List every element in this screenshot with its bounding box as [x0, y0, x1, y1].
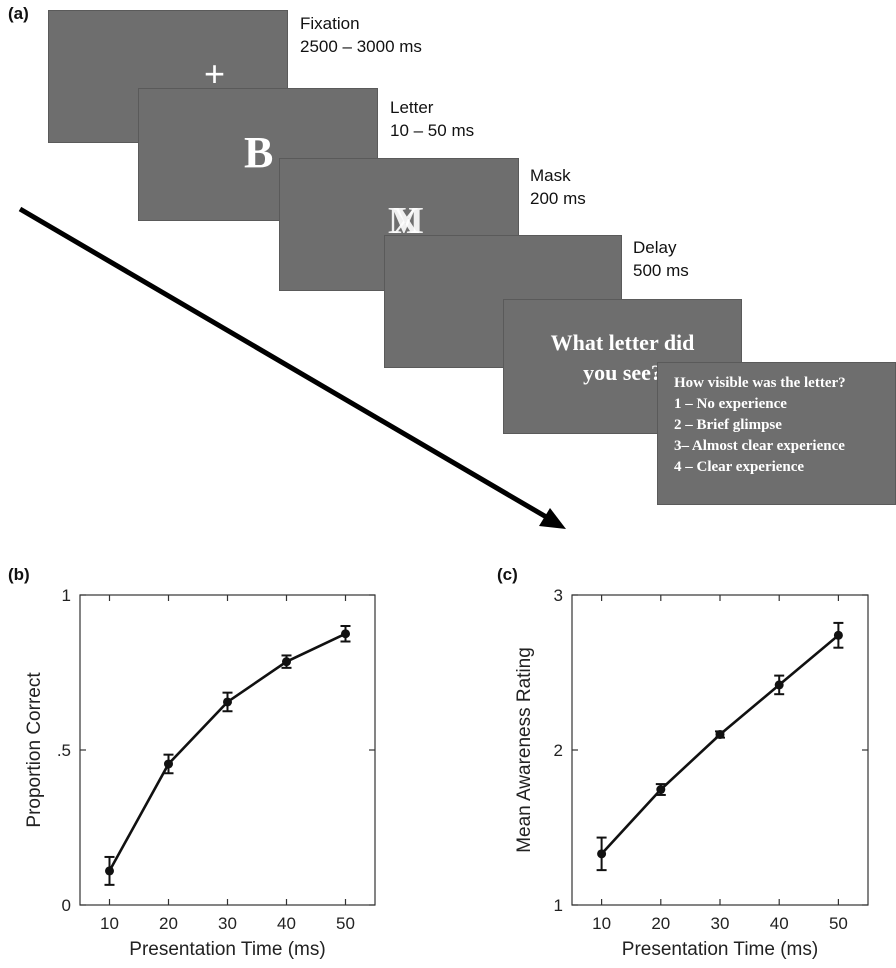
- y-tick-label: 0: [62, 896, 71, 915]
- y-tick-label: 2: [554, 741, 563, 760]
- data-point: [715, 730, 725, 739]
- series-line: [108, 632, 347, 872]
- y-tick-label: 1: [62, 586, 71, 605]
- delay-label: Delay 500 ms: [633, 236, 689, 282]
- data-point: [656, 785, 666, 795]
- chart-awareness-rating: 1 2 3 10 20 30 40 50 Presentation Time (ms) Mean …: [514, 586, 869, 960]
- y-axis-label: Mean Awareness Rating: [514, 647, 535, 853]
- rating-option-4: 4 – Clear experience: [674, 459, 805, 475]
- mask-duration: 200 ms: [530, 189, 586, 208]
- letter-name: Letter: [390, 98, 434, 117]
- x-tick-label: 20: [651, 914, 670, 933]
- delay-duration: 500 ms: [633, 261, 689, 280]
- fixation-cross: +: [204, 53, 226, 94]
- data-point: [223, 697, 232, 707]
- rating-option-2: 2 – Brief glimpse: [674, 417, 782, 433]
- data-point: [282, 657, 291, 667]
- rating-option-3: 3– Almost clear experience: [674, 438, 845, 454]
- question-text: What letter did you see?: [504, 328, 741, 388]
- x-axis-label: Presentation Time (ms): [129, 939, 325, 960]
- y-tick-label: 1: [554, 896, 563, 915]
- mask-name: Mask: [530, 166, 571, 185]
- fixation-label: Fixation 2500 – 3000 ms: [300, 12, 422, 58]
- delay-name: Delay: [633, 238, 677, 257]
- data-point: [597, 849, 607, 859]
- series-line: [600, 634, 840, 855]
- data-point: [833, 630, 843, 640]
- letter-duration: 10 – 50 ms: [390, 121, 475, 140]
- question-line-2: you see?: [583, 360, 662, 385]
- data-point: [105, 866, 114, 876]
- x-tick-label: 30: [218, 914, 237, 933]
- fixation-duration: 2500 – 3000 ms: [300, 37, 422, 56]
- panel-label-a: (a): [8, 4, 29, 23]
- y-tick-label: .5: [57, 741, 71, 760]
- x-tick-label: 40: [770, 914, 789, 933]
- x-tick-label: 50: [336, 914, 355, 933]
- x-tick-label: 10: [592, 914, 611, 933]
- y-axis-label: Proportion Correct: [24, 672, 45, 828]
- mask-label: Mask 200 ms: [530, 164, 586, 210]
- rating-option-1: 1 – No experience: [674, 396, 787, 412]
- x-tick-label: 30: [711, 914, 730, 933]
- question-line-1: What letter did: [550, 330, 695, 355]
- panel-label-c: (c): [497, 565, 518, 584]
- y-tick-label: 3: [554, 586, 563, 605]
- x-tick-label: 50: [829, 914, 848, 933]
- letter-stimulus: B: [244, 128, 274, 177]
- data-point: [774, 680, 784, 690]
- rating-title: How visible was the letter?: [674, 375, 846, 391]
- rating-screen: How visible was the letter? 1 – No exper…: [657, 362, 896, 505]
- x-tick-label: 40: [277, 914, 296, 933]
- fixation-name: Fixation: [300, 14, 360, 33]
- plot-frame: [571, 594, 869, 906]
- chart-proportion-correct: 0 .5 1 10 20 30 40 50 Presentation Time (ms) Prop…: [24, 586, 376, 960]
- x-tick-label: 10: [100, 914, 119, 933]
- x-axis-label: Presentation Time (ms): [622, 939, 818, 960]
- x-tick-label: 20: [159, 914, 178, 933]
- panel-label-b: (b): [8, 565, 30, 584]
- letter-label: Letter 10 – 50 ms: [390, 96, 474, 142]
- data-point: [341, 629, 350, 639]
- data-point: [164, 759, 173, 769]
- time-arrow: [18, 206, 566, 529]
